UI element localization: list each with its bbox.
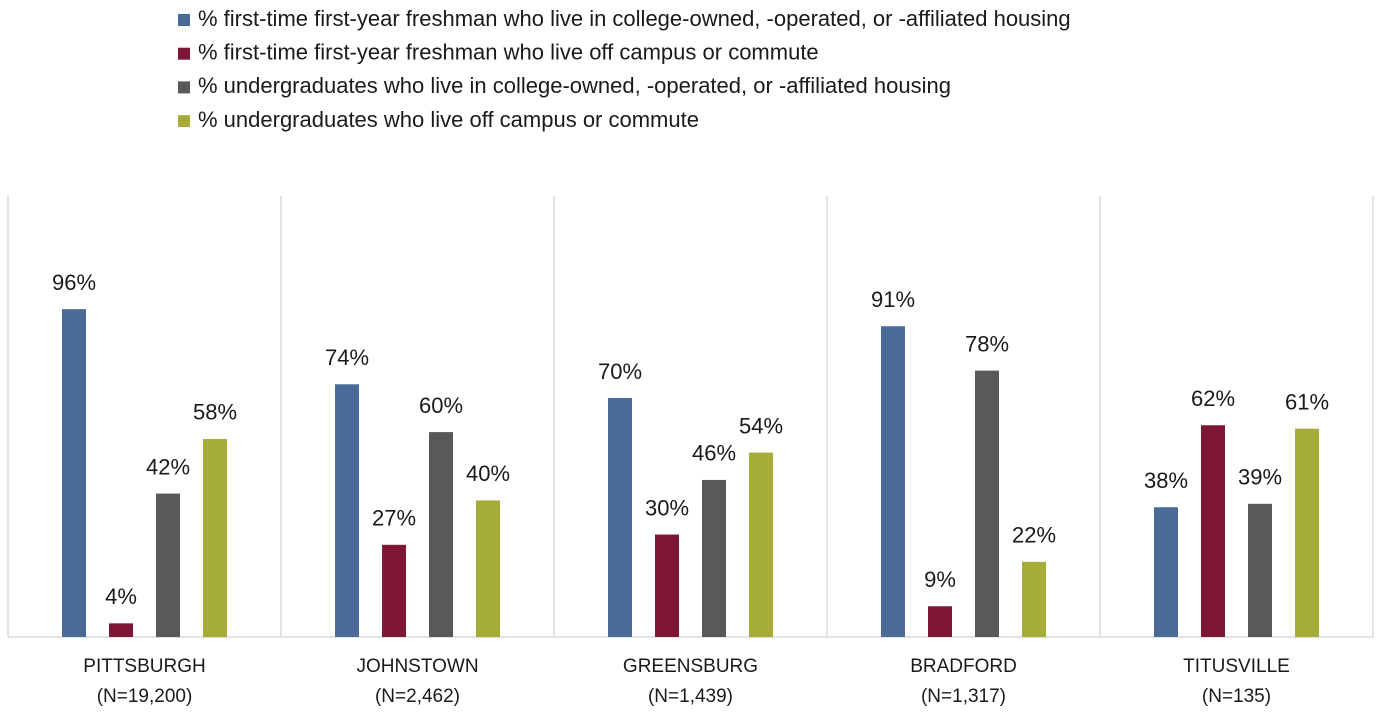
bar: [881, 326, 905, 637]
data-label: 30%: [645, 495, 689, 520]
bar: [62, 309, 86, 637]
data-label: 58%: [193, 400, 237, 425]
bar: [429, 432, 453, 637]
bar: [1154, 507, 1178, 637]
legend-label: % undergraduates who live off campus or …: [198, 107, 699, 132]
data-label: 60%: [419, 393, 463, 418]
bar: [975, 370, 999, 637]
bar: [928, 606, 952, 637]
data-label: 40%: [466, 461, 510, 486]
legend-swatch: [178, 47, 190, 60]
legend-label: % first-time first-year freshman who liv…: [198, 6, 1071, 31]
bar: [749, 452, 773, 637]
bar: [156, 493, 180, 637]
bar: [608, 397, 632, 637]
data-label: 9%: [924, 567, 956, 592]
bar: [1201, 425, 1225, 637]
x-tick-note: (N=1,439): [648, 686, 733, 707]
data-label: 54%: [739, 413, 783, 438]
legend-swatch: [178, 81, 190, 94]
data-label: 91%: [871, 287, 915, 312]
x-tick-label: PITTSBURGH: [83, 656, 205, 677]
data-label: 78%: [965, 331, 1009, 356]
data-label: 70%: [598, 359, 642, 384]
legend-label: % first-time first-year freshman who liv…: [198, 40, 819, 65]
x-tick-label: GREENSBURG: [623, 656, 758, 677]
data-label: 62%: [1191, 386, 1235, 411]
x-tick-note: (N=1,317): [921, 686, 1006, 707]
bar: [382, 544, 406, 637]
x-tick-note: (N=135): [1202, 686, 1271, 707]
x-tick-label: JOHNSTOWN: [356, 656, 478, 677]
data-label: 74%: [325, 345, 369, 370]
x-tick-note: (N=19,200): [97, 686, 193, 707]
legend-swatch: [178, 14, 190, 26]
bar: [1022, 561, 1046, 637]
data-label: 27%: [372, 506, 416, 531]
bar: [109, 623, 133, 637]
bar: [1295, 428, 1319, 637]
bar: [1248, 503, 1272, 637]
bar: [655, 534, 679, 637]
data-label: 61%: [1285, 389, 1329, 414]
legend-label: % undergraduates who live in college-own…: [198, 73, 951, 98]
data-label: 39%: [1238, 465, 1282, 490]
data-label: 38%: [1144, 468, 1188, 493]
x-tick-label: BRADFORD: [910, 656, 1017, 677]
data-label: 46%: [692, 441, 736, 466]
data-label: 4%: [105, 584, 137, 609]
legend-swatch: [178, 115, 190, 128]
data-label: 22%: [1012, 523, 1056, 548]
x-tick-note: (N=2,462): [375, 686, 460, 707]
bar: [203, 438, 227, 637]
bar: [476, 500, 500, 637]
data-label: 96%: [52, 270, 96, 295]
x-tick-label: TITUSVILLE: [1183, 656, 1290, 677]
bar: [335, 384, 359, 637]
data-label: 42%: [146, 454, 190, 479]
bar: [702, 479, 726, 637]
